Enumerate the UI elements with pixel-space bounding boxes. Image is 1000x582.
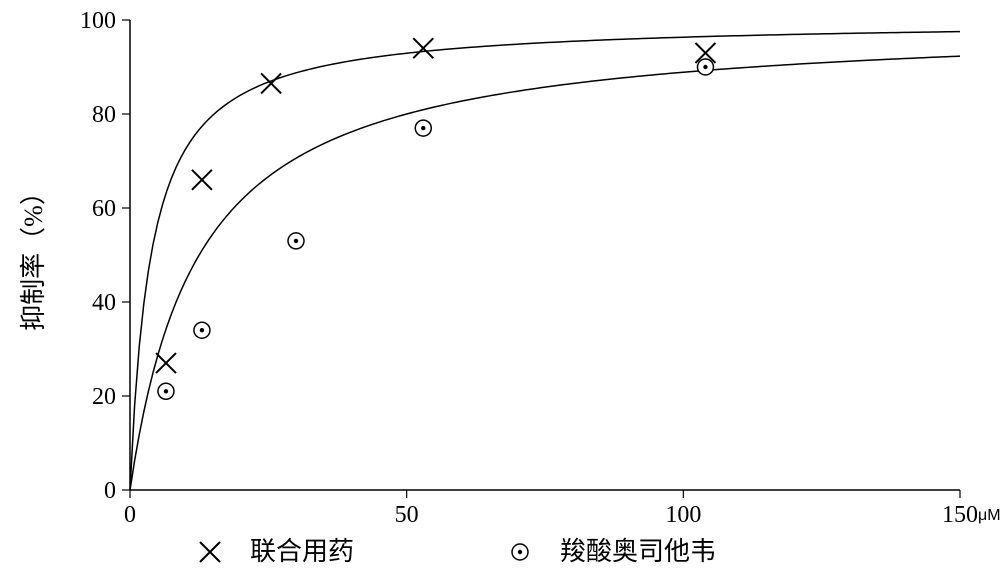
- marker-o-1-2: [294, 239, 298, 243]
- legend-marker-o: [518, 550, 522, 554]
- y-tick-label: 40: [92, 290, 116, 316]
- marker-o-1-4: [703, 65, 707, 69]
- curve-series-1: [130, 56, 960, 490]
- x-tick-label: 50: [395, 502, 419, 528]
- y-tick-label: 60: [92, 196, 116, 222]
- legend-label: 联合用药: [250, 537, 354, 566]
- y-tick-label: 20: [92, 384, 116, 410]
- y-tick-label: 0: [104, 478, 116, 504]
- marker-o-1-1: [200, 328, 204, 332]
- y-axis-title: 抑制率（%）: [19, 179, 48, 331]
- marker-o-1-0: [164, 389, 168, 393]
- x-unit-label: μM: [978, 507, 1000, 524]
- legend-label: 羧酸奥司他韦: [560, 537, 716, 566]
- chart-container: 0 20 40 60 80 100 0 50 100 150μM 抑制率（%） 联合用药 羧酸奥司他韦: [0, 0, 1000, 582]
- x-tick-label: 100: [665, 502, 701, 528]
- marker-o-1-3: [421, 126, 425, 130]
- x-tick-label: 0: [124, 502, 136, 528]
- y-tick-label: 80: [92, 102, 116, 128]
- curve-series-0: [130, 32, 960, 490]
- x-tick-label: 150: [942, 502, 978, 528]
- y-tick-label: 100: [80, 8, 116, 34]
- inhibition-chart: 0 20 40 60 80 100 0 50 100 150μM 抑制率（%） 联合用药 羧酸奥司他韦: [0, 0, 1000, 582]
